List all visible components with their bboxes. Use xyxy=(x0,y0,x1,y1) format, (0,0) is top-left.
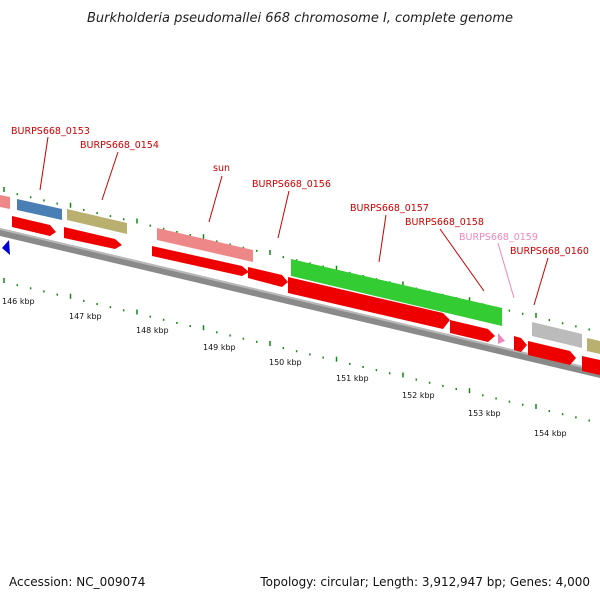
cds-arrow-8 xyxy=(528,341,576,365)
gene-label-burps668-0160: BURPS668_0160 xyxy=(510,246,589,257)
gene-label-sun: sun xyxy=(213,163,230,174)
map-title: Burkholderia pseudomallei 668 chromosome… xyxy=(87,11,513,26)
gene-bar-sun xyxy=(157,228,253,262)
reverse-arrow-blue xyxy=(2,240,10,255)
kbp-label: 152 kbp xyxy=(402,391,435,400)
gene-label-burps668-0157: BURPS668_0157 xyxy=(350,203,429,214)
genome-backbone-highlight xyxy=(0,228,600,372)
kbp-label: 147 kbp xyxy=(69,312,102,321)
kbp-label: 150 kbp xyxy=(269,358,302,367)
accession-text: Accession: NC_009074 xyxy=(9,575,145,589)
leader-line xyxy=(378,214,387,263)
gene-bar-right-partial xyxy=(587,338,600,354)
cds-row xyxy=(2,216,600,375)
gene-label-burps668-0156: BURPS668_0156 xyxy=(252,179,331,190)
gene-bar-burps668-0159 xyxy=(498,333,505,344)
kbp-label: 153 kbp xyxy=(468,409,501,418)
leader-line xyxy=(497,242,515,299)
kbp-labels: 146 kbp 147 kbp 148 kbp 149 kbp 150 kbp … xyxy=(2,297,567,438)
leader-line xyxy=(39,136,49,191)
cds-arrow-7 xyxy=(514,336,527,352)
kbp-label: 146 kbp xyxy=(2,297,35,306)
cds-arrow-2 xyxy=(64,227,122,249)
leader-line xyxy=(533,257,549,306)
cds-arrow-1 xyxy=(12,216,56,236)
gene-label-burps668-0154: BURPS668_0154 xyxy=(80,140,159,151)
gene-label-burps668-0158: BURPS668_0158 xyxy=(405,217,484,228)
feature-row-genes xyxy=(0,195,600,354)
gene-bar-left-partial xyxy=(0,195,10,209)
cds-arrow-4 xyxy=(248,267,288,287)
summary-text: Topology: circular; Length: 3,912,947 bp… xyxy=(259,575,590,589)
leader-line xyxy=(277,190,290,239)
cds-arrow-6 xyxy=(450,320,495,342)
gene-bar-burps668-0160 xyxy=(532,322,582,348)
gene-label-burps668-0159: BURPS668_0159 xyxy=(459,232,538,243)
gene-bar-burps668-0157 xyxy=(291,259,502,326)
leader-line xyxy=(439,228,485,292)
gene-bar-burps668-0154 xyxy=(67,209,127,234)
cds-arrow-3 xyxy=(152,246,249,276)
gene-label-burps668-0153: BURPS668_0153 xyxy=(11,126,90,137)
kbp-label: 148 kbp xyxy=(136,326,169,335)
kbp-label: 151 kbp xyxy=(336,374,369,383)
kbp-scale-track xyxy=(3,278,590,422)
gene-labels: BURPS668_0153 BURPS668_0154 sun BURPS668… xyxy=(11,126,589,306)
cds-arrow-9 xyxy=(582,356,600,375)
cds-arrow-5 xyxy=(288,277,450,329)
leader-line xyxy=(101,151,119,201)
gene-bar-burps668-0153 xyxy=(17,199,62,220)
leader-line xyxy=(208,175,223,223)
kbp-label: 149 kbp xyxy=(203,343,236,352)
kbp-label: 154 kbp xyxy=(534,429,567,438)
